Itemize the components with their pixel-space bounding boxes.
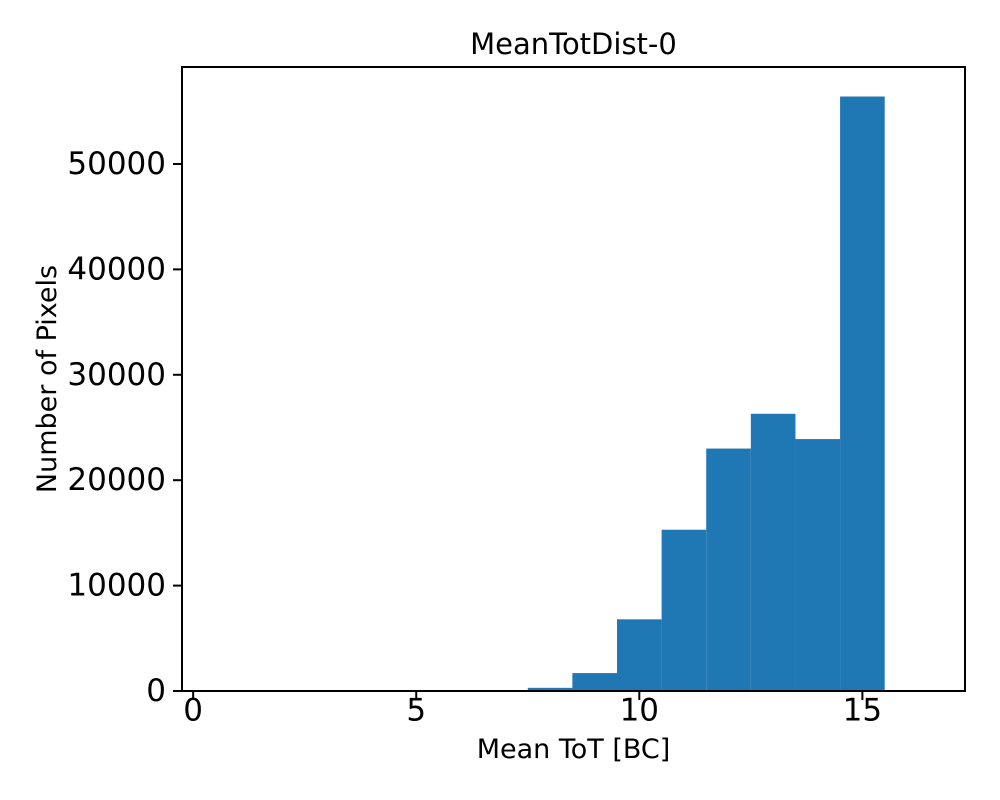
y-tick-label: 50000	[67, 146, 166, 182]
chart-title: MeanTotDist-0	[470, 27, 677, 61]
y-tick-label: 40000	[67, 251, 166, 287]
histogram-bar	[661, 529, 707, 691]
histogram-bar	[795, 439, 841, 691]
histogram-bar	[572, 673, 617, 691]
axes-spines	[181, 66, 966, 692]
x-tick-label: 0	[183, 692, 203, 728]
y-tick-label: 0	[146, 673, 166, 709]
y-tick-label: 10000	[67, 568, 166, 604]
histogram-bar	[527, 687, 573, 691]
histogram-bar	[706, 448, 751, 691]
x-tick-label: 5	[406, 692, 426, 728]
histogram-bar	[840, 96, 885, 692]
y-tick-label: 20000	[67, 462, 166, 498]
histogram-bar	[617, 619, 662, 691]
x-axis-label: Mean ToT [BC]	[476, 734, 671, 765]
y-axis-label: Number of Pixels	[32, 264, 63, 494]
x-tick-label: 10	[620, 692, 659, 728]
y-tick-label: 30000	[67, 357, 166, 393]
histogram-bar	[750, 413, 796, 691]
x-tick-label: 15	[843, 692, 882, 728]
